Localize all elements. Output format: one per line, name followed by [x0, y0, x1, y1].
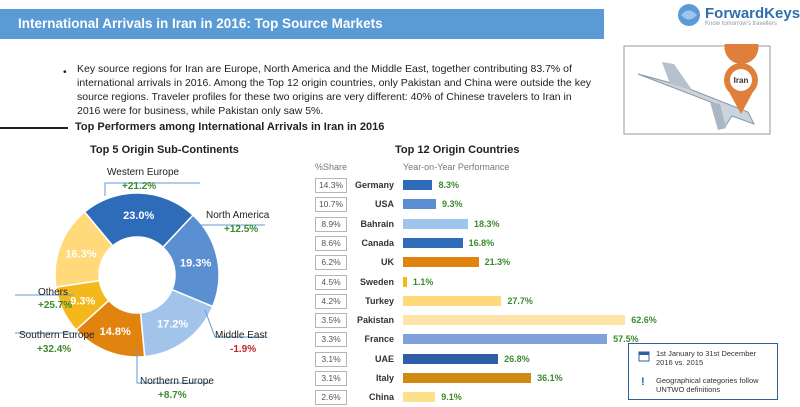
notes-period: 1st January to 31st December 2016 vs. 20…	[656, 349, 757, 367]
page-title: International Arrivals in Iran in 2016: …	[18, 16, 383, 31]
share-pill: 4.2%	[315, 293, 347, 309]
bar-title: Top 12 Origin Countries	[395, 144, 520, 156]
donut-chart: 23.0% 19.3% 17.2% 14.8% 9.3% 16.3%	[15, 182, 265, 384]
region-yoy-southern-europe: +32.4%	[37, 344, 72, 355]
country-label: France	[364, 334, 394, 345]
share-pill: 3.3%	[315, 332, 347, 348]
country-label: UAE	[374, 353, 394, 364]
bar-value-label: 9.3%	[442, 199, 463, 210]
leader-line	[104, 182, 200, 196]
country-bar	[403, 334, 608, 345]
country-bar	[403, 199, 436, 210]
country-bar	[403, 295, 502, 306]
header-bar	[0, 9, 604, 39]
donut-title: Top 5 Origin Sub-Continents	[90, 144, 239, 156]
logo-name: ForwardKeys	[705, 5, 800, 22]
calendar-icon	[638, 351, 650, 362]
country-label: Canada	[361, 237, 394, 248]
region-name-middle-east: Middle East	[215, 330, 268, 341]
country-bar	[403, 353, 499, 364]
region-yoy-northern-europe: +8.7%	[158, 390, 187, 401]
bar-value-label: 27.7%	[507, 295, 533, 306]
country-bar	[403, 257, 479, 268]
plane-pin-illustration: Iran	[623, 44, 771, 135]
growth-header: Year-on-Year Performance	[403, 162, 510, 172]
bar-value-label: 36.1%	[537, 373, 563, 383]
share-pill: 3.5%	[315, 313, 347, 329]
donut-slice-western-europe	[83, 192, 195, 249]
region-name-western-europe: Western Europe	[107, 167, 180, 178]
bar-value-label: 57.5%	[613, 334, 639, 345]
donut-label: 23.0%	[123, 210, 154, 222]
intro-paragraph: Key source regions for Iran are Europe, …	[77, 63, 592, 117]
country-label: China	[368, 392, 394, 403]
share-pill: 4.5%	[315, 274, 347, 290]
country-bar	[403, 180, 433, 190]
country-label: Germany	[354, 180, 394, 190]
donut-slice-others	[54, 210, 114, 289]
donut-label: 16.3%	[65, 249, 96, 261]
region-yoy-western-europe: +21.2%	[122, 181, 157, 192]
region-name-others: Others	[38, 287, 69, 298]
country-bar	[403, 315, 626, 326]
donut-label: 14.8%	[100, 326, 131, 338]
country-label: Sweden	[359, 276, 394, 287]
bar-value-label: 62.6%	[631, 315, 657, 326]
share-pill: 3.1%	[315, 351, 347, 367]
bar-value-label: 8.3%	[438, 180, 459, 190]
logo-tagline: Know tomorrow's travellers	[705, 21, 777, 27]
bar-value-label: 16.8%	[468, 237, 495, 248]
bar-value-label: 1.1%	[412, 276, 434, 287]
notes-definitions: Geographical categories follow UNTWO def…	[656, 376, 759, 394]
share-header: %Share	[315, 162, 348, 172]
section-title: Top Performers among International Arriv…	[75, 121, 385, 133]
country-label: Pakistan	[356, 315, 394, 326]
bar-value-label: 26.8%	[504, 353, 530, 364]
logo-icon	[678, 4, 700, 26]
country-bar	[403, 276, 407, 287]
share-pill: 3.1%	[315, 371, 347, 386]
pin-label: Iran	[734, 76, 749, 85]
country-label: USA	[374, 199, 394, 210]
region-name-north-america: North America	[206, 210, 270, 221]
region-name-southern-europe: Southern Europe	[19, 330, 95, 341]
region-yoy-middle-east: -1.9%	[230, 344, 257, 355]
share-pill: 14.3%	[315, 178, 347, 193]
bar-value-label: 18.3%	[473, 218, 500, 229]
country-bar	[403, 392, 436, 403]
country-bar	[403, 373, 532, 383]
donut-label: 17.2%	[157, 318, 188, 330]
country-label: UK	[381, 257, 394, 268]
donut-slice-north-america	[161, 214, 220, 308]
country-bar	[403, 218, 468, 229]
country-label: Bahrain	[360, 218, 394, 229]
share-pill: 10.7%	[315, 197, 347, 213]
bullet-icon: •	[63, 66, 67, 78]
donut-label: 9.3%	[70, 296, 95, 308]
leader-line	[204, 309, 265, 338]
share-pill: 8.6%	[315, 235, 347, 251]
exclamation-icon: !	[641, 376, 645, 388]
bar-value-label: 9.1%	[441, 392, 462, 403]
share-pill: 8.9%	[315, 216, 347, 232]
country-bar	[403, 237, 463, 248]
donut-label: 19.3%	[180, 257, 211, 269]
section-rule	[0, 127, 68, 129]
region-name-northern-europe: Northern Europe	[140, 376, 214, 387]
region-yoy-others: +25.7%	[38, 300, 73, 311]
share-pill: 2.6%	[315, 390, 347, 406]
country-label: Italy	[375, 373, 394, 383]
share-pill: 6.2%	[315, 255, 347, 271]
notes-box	[628, 343, 778, 400]
bar-value-label: 21.3%	[484, 257, 511, 268]
country-label: Turkey	[365, 295, 394, 306]
leader-line	[136, 350, 210, 384]
region-yoy-north-america: +12.5%	[224, 224, 259, 235]
